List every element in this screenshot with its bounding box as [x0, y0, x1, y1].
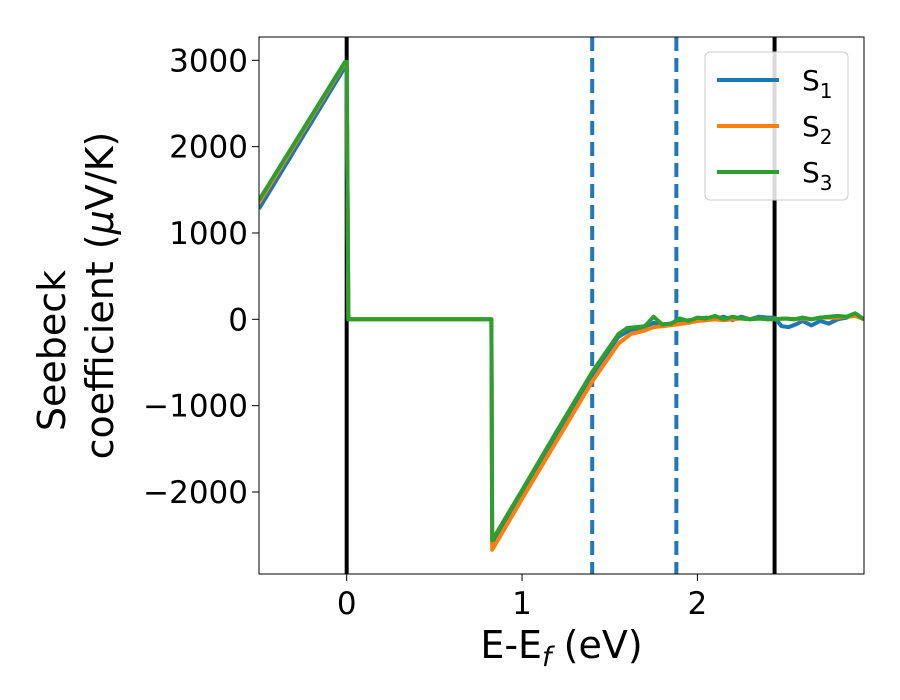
y-tick-label: 2000 [169, 130, 248, 166]
legend-label-sub: 2 [820, 125, 833, 149]
y-tick-label: −1000 [143, 389, 248, 425]
axis-ticks: 0 1 2 −2000 −1000 0 1000 2000 3000 [143, 43, 707, 622]
x-tick-label: 2 [688, 586, 708, 622]
legend-label-sub: 3 [820, 171, 833, 195]
legend-label-sub: 1 [820, 79, 833, 103]
legend-label-1: S1 [802, 64, 833, 103]
y-tick-label: 1000 [169, 216, 248, 252]
legend-label-name: S [802, 110, 820, 143]
y-axis-label-mu: μ [78, 210, 122, 235]
legend-label-2: S2 [802, 110, 833, 149]
x-tick-label: 1 [512, 586, 532, 622]
x-tick-label: 0 [337, 586, 357, 622]
y-tick-label: 0 [228, 302, 248, 338]
y-axis-label-text: coefficient ( [78, 234, 122, 459]
y-tick-label: 3000 [169, 43, 248, 79]
series-line-3 [259, 60, 864, 543]
y-axis-label-line1: Seebeck [30, 270, 74, 431]
legend-label-name: S [802, 64, 820, 97]
legend-label-3: S3 [802, 156, 833, 195]
y-tick-label: −2000 [143, 475, 248, 511]
plot-frame [258, 36, 865, 575]
y-axis-label-unit: V/K) [78, 132, 122, 211]
x-axis-label-main: E-E [480, 623, 542, 667]
legend-label-name: S [802, 156, 820, 189]
y-axis-label-line2: coefficient (μV/K) [78, 132, 122, 460]
series-layer [259, 60, 864, 552]
x-axis-label: E-Ef (eV) [480, 623, 642, 673]
x-axis-label-unit: (eV) [552, 623, 643, 667]
